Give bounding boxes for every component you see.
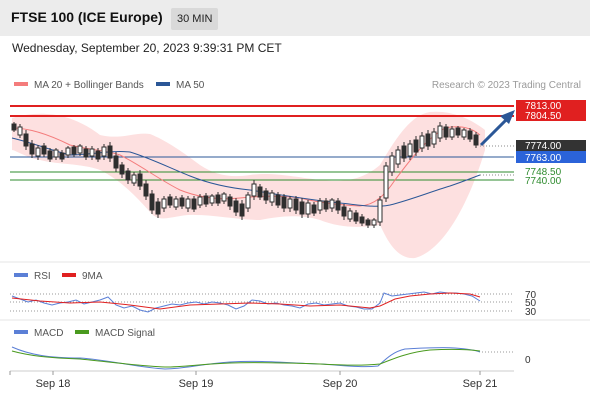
price-candles: [11, 122, 479, 228]
legend-macd-signal-label: MACD Signal: [95, 328, 156, 339]
price-tag-7813: 7813.00: [516, 100, 586, 112]
rsi-ma-swatch: [62, 273, 76, 278]
legend-macd-signal: MACD Signal: [75, 328, 155, 340]
price-tag-7748-text: 7748.50: [525, 167, 562, 178]
macd-signal-line: [11, 348, 481, 368]
macd-signal-swatch: [75, 330, 89, 335]
x-label-sep21: Sep 21: [463, 378, 498, 390]
price-tag-7804: 7804.50: [516, 111, 586, 122]
research-credit: Research © 2023 Trading Central: [431, 80, 581, 91]
legend-ma50: MA 50: [156, 80, 204, 92]
price-tag-7740-text: 7740.00: [525, 176, 562, 187]
legend-rsi-label: RSI: [34, 271, 51, 282]
legend-rsi-ma-label: 9MA: [82, 271, 103, 282]
price-tag-7804-text: 7804.50: [525, 111, 562, 122]
ma20-swatch: [14, 82, 28, 87]
price-tag-7763: 7763.00: [516, 151, 586, 164]
chart-datetime: Wednesday, September 20, 2023 9:39:31 PM…: [12, 41, 282, 55]
x-label-sep19: Sep 19: [179, 378, 214, 390]
bollinger-band: [12, 111, 485, 259]
legend-macd: MACD: [14, 328, 63, 340]
price-tag-7774-text: 7774.00: [525, 141, 562, 152]
legend-ma50-label: MA 50: [176, 80, 205, 91]
macd-zero-label: 0: [525, 355, 531, 366]
ma50-swatch: [156, 82, 170, 87]
legend-rsi-ma: 9MA: [62, 271, 103, 283]
x-label-sep18: Sep 18: [36, 378, 71, 390]
rsi-swatch: [14, 273, 28, 278]
price-tag-7763-text: 7763.00: [525, 153, 562, 164]
forecast-arrow: [479, 110, 515, 147]
price-tag-7774: 7774.00: [516, 140, 586, 152]
chart-header: FTSE 100 (ICE Europe) 30 MIN: [0, 0, 590, 36]
legend-ma20-label: MA 20 + Bollinger Bands: [34, 80, 144, 91]
rsi-ma-line: [11, 292, 481, 310]
x-label-sep20: Sep 20: [323, 378, 358, 390]
legend-ma20-bb: MA 20 + Bollinger Bands: [14, 80, 144, 92]
rsi-level-50-label: 50: [525, 298, 537, 309]
macd-line: [11, 346, 481, 370]
timeframe-badge[interactable]: 30 MIN: [171, 8, 219, 30]
rsi-level-30-label: 30: [525, 307, 537, 318]
instrument-title: FTSE 100 (ICE Europe): [11, 9, 163, 25]
price-tag-7813-text: 7813.00: [525, 101, 562, 112]
rsi-level-70-label: 70: [525, 290, 537, 301]
macd-swatch: [14, 330, 28, 335]
legend-rsi: RSI: [14, 271, 51, 283]
legend-macd-label: MACD: [34, 328, 64, 339]
